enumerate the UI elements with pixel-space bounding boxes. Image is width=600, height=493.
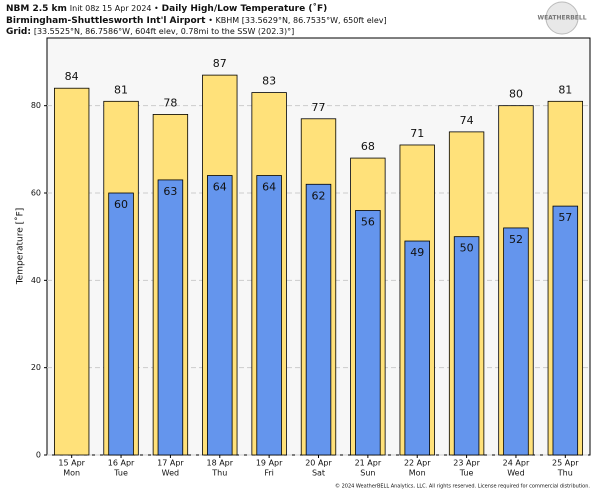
- value-label: 77: [312, 101, 326, 114]
- x-tick-label: Tue: [459, 469, 474, 478]
- station: Birmingham-Shuttlesworth Int'l Airport: [6, 16, 206, 26]
- grid-info: [33.5525°N, 86.7586°W, 604ft elev, 0.78m…: [34, 27, 294, 36]
- value-label: 71: [410, 127, 424, 140]
- bar: [207, 175, 233, 456]
- value-label: 50: [460, 242, 474, 255]
- value-label: 63: [163, 185, 177, 198]
- x-tick-label: 18 Apr: [206, 459, 233, 468]
- x-tick-label: 21 Apr: [355, 459, 382, 468]
- bar: [355, 210, 381, 456]
- value-label: 83: [262, 75, 276, 88]
- y-tick-label: 0: [36, 451, 41, 460]
- value-label: 78: [163, 96, 177, 109]
- bar: [108, 192, 134, 456]
- x-tick-label: 20 Apr: [305, 459, 332, 468]
- value-label: 60: [114, 198, 128, 211]
- logo: WEATHERBELL: [537, 15, 586, 22]
- value-label: 81: [114, 83, 128, 96]
- y-tick-label: 80: [31, 101, 41, 110]
- bar: [453, 236, 480, 456]
- header-line: Grid: [33.5525°N, 86.7586°W, 604ft elev,…: [6, 27, 294, 37]
- x-tick-label: Tue: [113, 469, 128, 478]
- x-tick-label: 25 Apr: [552, 459, 579, 468]
- x-tick-label: Wed: [162, 469, 179, 478]
- bar: [305, 183, 332, 456]
- x-tick-label: 15 Apr: [58, 459, 85, 468]
- x-tick-label: Fri: [264, 469, 274, 478]
- value-label: 62: [312, 189, 326, 202]
- x-tick-label: 22 Apr: [404, 459, 431, 468]
- value-label: 74: [460, 114, 474, 127]
- header-line: Birmingham-Shuttlesworth Int'l Airport •…: [6, 16, 387, 26]
- value-label: 80: [509, 88, 523, 101]
- x-tick-label: Sat: [312, 469, 325, 478]
- bar: [552, 205, 579, 456]
- bar: [256, 175, 282, 456]
- chart-title: Daily High/Low Temperature (˚F): [162, 3, 328, 14]
- value-label: 68: [361, 140, 375, 153]
- grid-label: Grid:: [6, 27, 31, 37]
- x-tick-label: Wed: [507, 469, 524, 478]
- y-tick-label: 60: [31, 189, 41, 198]
- value-label: 56: [361, 215, 375, 228]
- x-tick-label: 19 Apr: [256, 459, 283, 468]
- value-label: 87: [213, 57, 227, 70]
- x-tick-label: Mon: [63, 469, 80, 478]
- logo-mark: [545, 1, 579, 35]
- bar: [54, 87, 90, 456]
- value-label: 64: [262, 181, 276, 194]
- bar: [157, 179, 184, 456]
- x-tick-label: 24 Apr: [503, 459, 530, 468]
- x-tick-label: Thu: [557, 469, 573, 478]
- y-tick-label: 40: [31, 276, 41, 285]
- value-label: 81: [558, 83, 572, 96]
- value-label: 57: [558, 211, 572, 224]
- x-tick-label: 23 Apr: [453, 459, 480, 468]
- bar: [404, 240, 430, 456]
- value-label: 84: [65, 70, 79, 83]
- value-label: 52: [509, 233, 523, 246]
- x-tick-label: Thu: [211, 469, 227, 478]
- x-tick-label: 17 Apr: [157, 459, 184, 468]
- model: NBM 2.5 km: [6, 4, 67, 14]
- x-tick-label: Mon: [409, 469, 426, 478]
- footer: © 2024 WeatherBELL Analytics, LLC. All r…: [335, 483, 590, 490]
- value-label: 64: [213, 181, 227, 194]
- bar: [503, 227, 529, 456]
- station-info: • KBHM [33.5629°N, 86.7535°W, 650ft elev…: [208, 16, 386, 25]
- y-axis-label: Temperature [˚F]: [15, 208, 26, 286]
- header-line: NBM 2.5 km Init 08z 15 Apr 2024 • Daily …: [6, 3, 327, 14]
- x-tick-label: Sun: [360, 469, 375, 478]
- value-label: 49: [410, 246, 424, 259]
- init: Init 08z 15 Apr 2024 •: [70, 4, 159, 13]
- x-tick-label: 16 Apr: [108, 459, 135, 468]
- y-tick-label: 20: [31, 363, 41, 372]
